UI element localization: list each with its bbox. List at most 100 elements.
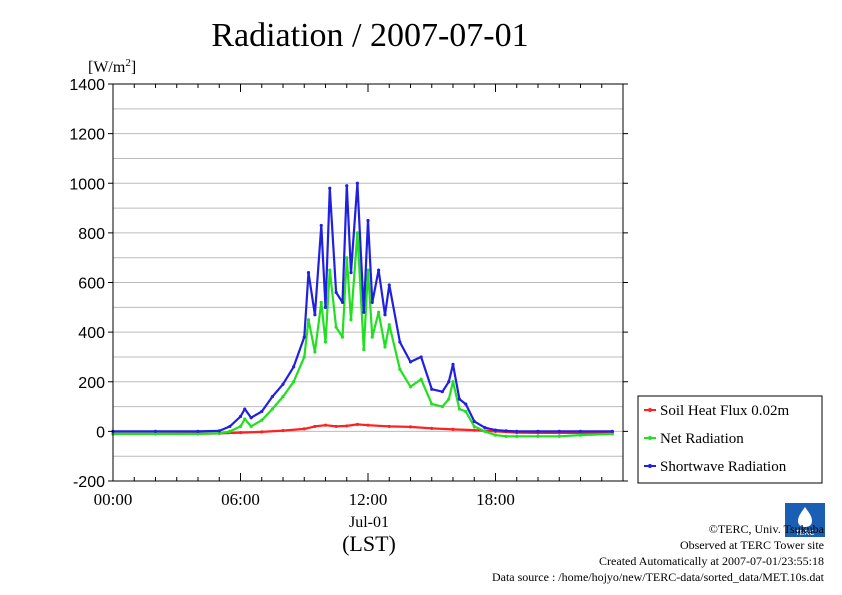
series-point	[362, 347, 366, 352]
y-ticks: -200 0 200 400 600 800 1000 1200 1400	[69, 77, 628, 491]
series-point	[515, 429, 519, 433]
x-tick-label: 18:00	[476, 490, 515, 509]
series-point	[472, 424, 476, 429]
y-axis-label: [W/m2]	[88, 57, 136, 76]
legend: Soil Heat Flux 0.02m Net Radiation Shortwa…	[637, 395, 823, 484]
series-point	[504, 429, 508, 433]
series-point	[345, 184, 349, 188]
x-tick-label: 06:00	[221, 490, 260, 509]
x-tick-label: 12:00	[349, 490, 388, 509]
series-point	[228, 424, 232, 429]
series-point	[578, 429, 583, 433]
series-point	[238, 431, 243, 435]
series-point	[430, 387, 434, 391]
series-point	[340, 335, 345, 339]
series-point	[447, 380, 451, 384]
series-point	[355, 231, 359, 235]
x-tick-label: 00:00	[94, 490, 133, 509]
y-tick-label: 1400	[69, 77, 105, 94]
legend-label: Shortwave Radiation	[660, 459, 787, 475]
series-point	[464, 409, 468, 414]
series-point	[153, 429, 158, 433]
series-point	[383, 313, 387, 317]
series-point	[340, 300, 345, 304]
series-point	[270, 395, 274, 399]
series-point	[430, 402, 434, 406]
series-point	[292, 365, 296, 369]
series-point	[334, 325, 338, 329]
series-point	[366, 218, 370, 223]
series-point	[355, 181, 359, 185]
series-point	[430, 426, 434, 430]
x-axis-date-label: Jul-01	[349, 514, 389, 531]
x-ticks: 00:00 06:00 12:00 18:00	[94, 84, 603, 509]
series-point	[362, 310, 366, 314]
series-point	[281, 382, 285, 386]
series-point	[408, 360, 413, 364]
grid-lines	[113, 108, 623, 457]
series-point	[447, 397, 451, 401]
series-point	[243, 407, 247, 411]
y-tick-label: 800	[78, 226, 105, 243]
series-point	[249, 424, 253, 429]
footer-observed: Observed at TERC Tower site	[679, 538, 824, 552]
footer: ©TERC, Univ. Tsukuba Observed at TERC To…	[492, 521, 824, 585]
y-tick-label: 1000	[69, 176, 105, 193]
footer-source: Data source : /home/hojyo/new/TERC-data/…	[491, 570, 824, 584]
series-point	[281, 429, 285, 433]
series-point	[504, 434, 508, 438]
series-point	[334, 290, 338, 295]
series-point	[238, 414, 243, 419]
series-point	[457, 407, 461, 411]
y-tick-label: 200	[78, 375, 105, 392]
terc-logo: TERC	[785, 503, 825, 537]
series-point	[270, 407, 274, 411]
legend-marker	[648, 436, 652, 440]
series-point	[408, 425, 413, 429]
series-point	[313, 424, 317, 429]
series-point	[260, 409, 264, 414]
logo-text: TERC	[795, 530, 814, 537]
series-point	[345, 424, 349, 428]
series-point	[334, 424, 338, 429]
series-point	[323, 340, 328, 344]
legend-label: Soil Heat Flux 0.02m	[660, 403, 790, 419]
series-point	[398, 340, 402, 344]
x-axis-unit-label: (LST)	[342, 531, 396, 556]
series-point	[398, 367, 402, 371]
y-tick-label: 0	[96, 424, 105, 441]
series-point	[319, 300, 323, 304]
series-point	[377, 268, 381, 272]
chart-title: Radiation / 2007-07-01	[211, 17, 528, 54]
series-point	[472, 428, 476, 432]
series-point	[451, 427, 455, 431]
series-point	[238, 424, 243, 429]
series-point	[217, 429, 221, 433]
series-point	[578, 433, 583, 437]
series-point	[217, 431, 221, 435]
series-point	[370, 335, 374, 339]
series-point	[328, 268, 332, 272]
series-point	[196, 432, 200, 436]
series-point	[249, 416, 253, 420]
y-tick-label: 400	[78, 325, 105, 342]
series-point	[323, 423, 328, 427]
series-layer	[111, 181, 614, 438]
y-tick-label: 1200	[69, 127, 105, 144]
series-point	[610, 432, 614, 436]
series-point	[349, 318, 353, 322]
series-point	[387, 424, 391, 429]
series-point	[328, 186, 332, 190]
series-point	[302, 427, 306, 431]
series-point	[228, 429, 232, 433]
series-point	[306, 318, 311, 322]
series-point	[419, 355, 423, 359]
footer-copyright: ©TERC, Univ. Tsukuba	[708, 522, 824, 536]
series-point	[260, 418, 264, 422]
series-point	[483, 429, 487, 433]
series-point	[493, 433, 498, 437]
series-point	[313, 313, 317, 317]
legend-label: Net Radiation	[660, 431, 744, 447]
series-point	[366, 268, 370, 272]
